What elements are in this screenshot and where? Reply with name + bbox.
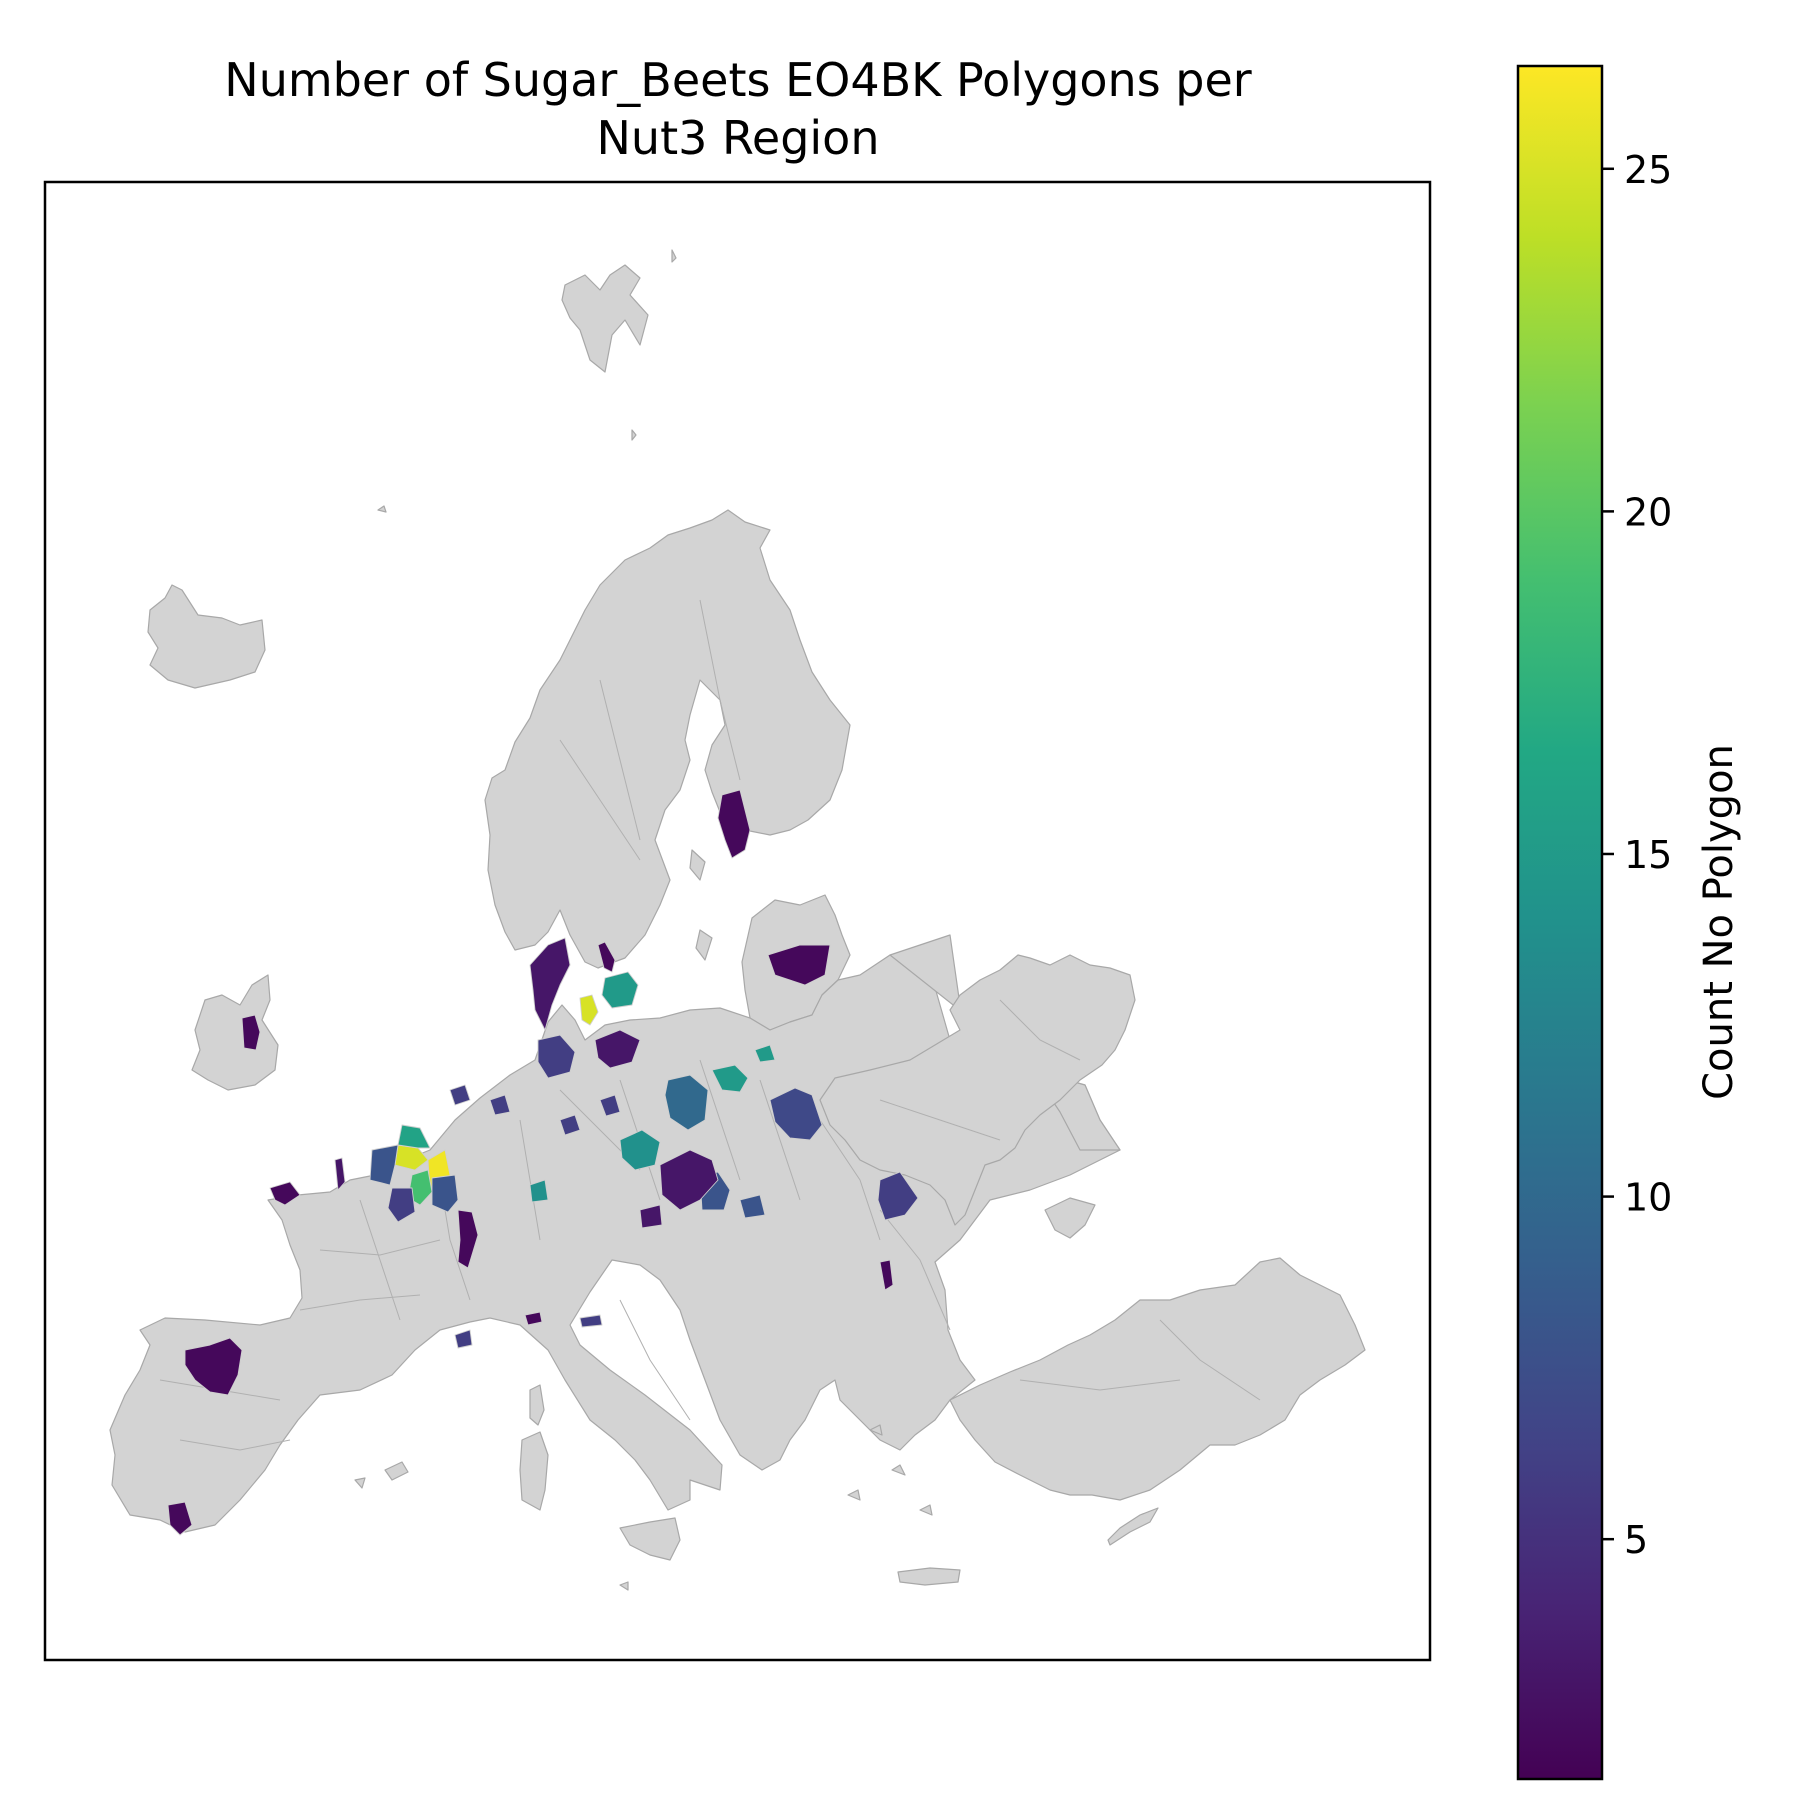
chart-title-line2: Nut3 Region: [597, 111, 880, 165]
island-8: [671, 249, 677, 263]
ireland-landmass: [191, 974, 279, 1091]
balearic-2-landmass: [354, 1477, 366, 1489]
map-basemap: [109, 249, 1366, 1591]
region-poland-kujawy: [754, 1044, 776, 1063]
colorbar-tick-label: 15: [1624, 833, 1672, 877]
region-denmark-lolland: [579, 994, 599, 1026]
region-france-yonne: [457, 1209, 479, 1269]
colorbar-label: Count No Polygon: [1696, 744, 1742, 1100]
region-france-somme: [397, 1124, 431, 1149]
colorbar-tick-label: 20: [1624, 490, 1672, 534]
region-france-loiret: [387, 1187, 416, 1223]
region-germany-lower-saxony: [489, 1094, 511, 1116]
colorbar-tick-label: 10: [1624, 1176, 1672, 1220]
region-italy: [524, 1311, 543, 1326]
region-poland-kujawy: [711, 1064, 749, 1093]
map-regions-layer: [167, 789, 919, 1536]
colorbar-tick-label: 5: [1624, 1518, 1648, 1562]
corsica-landmass: [529, 1384, 545, 1426]
ukraine-landmass: [819, 954, 1136, 1226]
region-france-calvados: [334, 1157, 346, 1191]
crimea-landmass: [1044, 1197, 1096, 1239]
region-poland-wielkopolska: [664, 1074, 709, 1131]
island-6: [377, 505, 387, 513]
region-spain-andalusia: [167, 1501, 193, 1536]
region-lithuania: [767, 944, 831, 986]
region-romania: [877, 1171, 919, 1221]
island-7: [631, 429, 637, 441]
cyprus-landmass: [1107, 1507, 1159, 1546]
region-denmark-jutland: [529, 937, 571, 1031]
region-germany-lower-saxony: [579, 1314, 603, 1328]
chart-title-line1: Number of Sugar_Beets EO4BK Polygons per: [224, 53, 1252, 107]
balearic-landmass: [384, 1461, 409, 1481]
colorbar-gradient: [1516, 64, 1604, 1781]
map-axes-frame: [43, 180, 1432, 1662]
region-germany-lower-saxony: [449, 1084, 471, 1106]
colorbar-tick-label: 25: [1624, 148, 1672, 192]
island-5: [869, 1424, 883, 1436]
region-poland-lodz: [639, 1204, 663, 1229]
sicily-landmass: [619, 1517, 681, 1561]
region-france-eure: [269, 1181, 301, 1206]
region-serbia: [879, 1259, 894, 1291]
crete-landmass: [897, 1567, 961, 1586]
svalbard-landmass: [561, 264, 649, 373]
region-sweden-skane: [601, 971, 639, 1009]
region-sweden-halland: [597, 941, 616, 973]
region-france-aube: [431, 1174, 459, 1213]
region-spain-castilla-y-leon: [184, 1337, 243, 1396]
region-poland-silesia: [619, 1129, 661, 1171]
island-1: [619, 1581, 629, 1591]
region-poland-lodz: [659, 1149, 719, 1211]
region-ireland: [241, 1014, 261, 1051]
colorbar: 5 10 15 20 25 Count No Polygon: [1516, 64, 1742, 1781]
gotland-landmass: [695, 929, 713, 961]
iceland-landmass: [147, 584, 266, 689]
colorbar-ticks: 5 10 15 20 25: [1602, 148, 1672, 1562]
region-germany-lower-saxony: [454, 1329, 473, 1349]
sardinia-landmass: [519, 1431, 549, 1511]
region-germany-lower-saxony: [559, 1114, 581, 1136]
region-poland-silesia: [529, 1179, 549, 1203]
region-germany-lower-saxony: [537, 1034, 576, 1079]
region-france-oise: [369, 1144, 399, 1186]
region-czechia-moravia: [739, 1194, 766, 1219]
region-germany-saxony-anhalt: [594, 1029, 641, 1069]
island-3: [891, 1464, 906, 1476]
region-poland-lublin: [769, 1087, 823, 1141]
island-4: [847, 1489, 861, 1501]
region-finland-south-west: [717, 789, 751, 859]
island-2: [919, 1504, 933, 1516]
region-germany-lower-saxony: [599, 1094, 621, 1117]
turkey-landmass: [949, 1257, 1366, 1501]
oland-landmass: [689, 849, 706, 881]
scandinavia-landmass: [484, 509, 851, 969]
